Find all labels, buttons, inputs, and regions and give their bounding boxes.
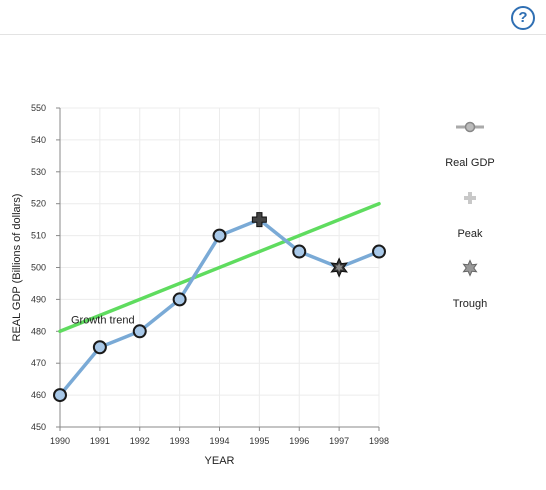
legend-label-trough: Trough (453, 298, 487, 310)
data-point (92, 340, 107, 355)
x-tick-label: 1998 (369, 436, 389, 446)
legend: Real GDP Peak Trough (445, 121, 495, 310)
legend-circle-icon (464, 121, 476, 133)
help-button[interactable]: ? (511, 6, 535, 30)
data-point (372, 244, 386, 259)
x-tick-label: 1992 (130, 436, 150, 446)
data-point (172, 292, 187, 307)
y-tick-label: 480 (31, 326, 46, 336)
series-layer: Growth trend (53, 212, 386, 403)
data-point (132, 324, 147, 339)
y-tick-label: 530 (31, 167, 46, 177)
x-tick-label: 1996 (289, 436, 309, 446)
y-tick-label: 460 (31, 390, 46, 400)
data-point (53, 388, 67, 403)
y-axis-title: REAL GDP (Billions of dollars) (11, 194, 23, 342)
y-tick-label: 490 (31, 294, 46, 304)
y-tick-label: 520 (31, 199, 46, 209)
x-tick-label: 1993 (170, 436, 190, 446)
y-tick-label: 500 (31, 263, 46, 273)
legend-label-real-gdp: Real GDP (445, 157, 495, 169)
legend-plus-icon (464, 192, 476, 204)
legend-star-icon (462, 259, 478, 277)
data-point (212, 228, 227, 243)
y-tick-label: 550 (31, 103, 46, 113)
growth-trend-label: Growth trend (71, 314, 135, 326)
x-tick-label: 1997 (329, 436, 349, 446)
x-tick-label: 1990 (50, 436, 70, 446)
y-tick-label: 470 (31, 358, 46, 368)
x-axis-title: YEAR (205, 455, 235, 467)
legend-label-peak: Peak (457, 228, 483, 240)
header-divider (0, 34, 546, 35)
y-tick-label: 450 (31, 422, 46, 432)
x-tick-label: 1995 (249, 436, 269, 446)
x-tick-label: 1991 (90, 436, 110, 446)
x-tick-label: 1994 (209, 436, 229, 446)
trend-layer (58, 201, 381, 334)
axes: 450 460 470 480 490 500 510 520 530 540 550 1990 199… (11, 103, 389, 467)
y-tick-label: 540 (31, 135, 46, 145)
peak-marker (251, 212, 267, 228)
growth-trend-line (58, 201, 381, 334)
data-point (292, 244, 307, 259)
trough-marker-center (335, 263, 344, 272)
y-tick-label: 510 (31, 231, 46, 241)
